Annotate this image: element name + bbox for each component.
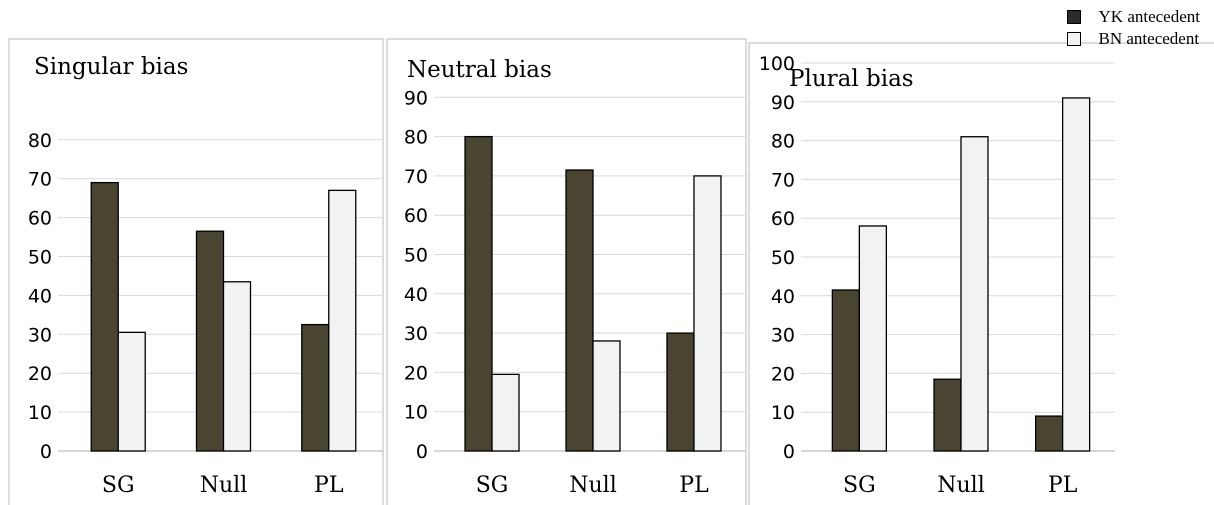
legend: YK antecedent BN antecedent — [1066, 6, 1200, 50]
panel-3-frame — [748, 42, 1214, 505]
panel-2-bar-bn-null — [592, 340, 621, 452]
panel-2-ytick-label: 0 — [416, 441, 428, 463]
panel-3-ytick-label: 0 — [783, 441, 795, 463]
panel-2-ytick-label: 50 — [404, 245, 428, 267]
panel-3-bar-bn-null — [960, 136, 989, 452]
panel-2-ytick-label: 30 — [404, 323, 428, 345]
panel-1-bar-bn-null — [222, 281, 252, 452]
panel-3-title: Plural bias — [789, 66, 914, 92]
panel-3-ytick-label: 100 — [759, 53, 795, 75]
panel-3-ytick-label: 50 — [771, 247, 795, 269]
panel-1-title: Singular bias — [34, 54, 188, 80]
panel-1-ytick-label: 40 — [28, 285, 52, 307]
panel-1-ytick-label: 0 — [40, 441, 52, 463]
legend-item-bn: BN antecedent — [1066, 28, 1200, 50]
panel-3-ytick-label: 70 — [771, 169, 795, 191]
panel-2-ytick-label: 90 — [404, 87, 428, 109]
legend-label-yk: YK antecedent — [1098, 7, 1200, 26]
panel-3-xtick-label: Null — [937, 473, 985, 498]
legend-swatch-yk — [1066, 10, 1081, 24]
panel-2-ytick-label: 60 — [404, 205, 428, 227]
panel-1-bar-yk-null — [195, 230, 225, 452]
panel-1-ytick-label: 30 — [28, 324, 52, 346]
panel-1-bar-yk-pl — [301, 323, 330, 452]
panel-2-ytick-label: 40 — [404, 284, 428, 306]
legend-swatch-bn — [1066, 32, 1081, 46]
panel-2-ytick-label: 70 — [404, 166, 428, 188]
panel-1-ytick-label: 10 — [28, 402, 52, 424]
panel-1-bar-bn-pl — [328, 189, 357, 452]
panel-2-bar-yk-null — [565, 169, 594, 452]
panel-3-xtick-label: PL — [1048, 473, 1078, 498]
panel-2-bar-bn-pl — [693, 175, 722, 452]
panel-1-xtick-label: SG — [102, 473, 135, 498]
panel-2-ytick-label: 20 — [404, 362, 428, 384]
panel-3-ytick-label: 80 — [771, 131, 795, 153]
panel-2-ytick-label: 80 — [404, 127, 428, 149]
panel-1-ytick-label: 70 — [28, 169, 52, 191]
panel-2-xtick-label: PL — [679, 473, 709, 498]
panel-2-ytick-label: 10 — [404, 402, 428, 424]
panel-2-xtick-label: Null — [569, 473, 617, 498]
panel-1-ytick-label: 50 — [28, 247, 52, 269]
panel-2-title: Neutral bias — [407, 57, 552, 83]
panel-3-ytick-label: 20 — [771, 363, 795, 385]
panel-1-xtick-label: Null — [200, 473, 248, 498]
panel-3-xtick-label: SG — [843, 473, 876, 498]
panel-2-bar-bn-sg — [491, 373, 520, 452]
panel-1-xtick-label: PL — [314, 473, 344, 498]
panel-1-ytick-label: 60 — [28, 208, 52, 230]
panel-3-ytick-label: 90 — [771, 92, 795, 114]
panel-3-ytick-label: 10 — [771, 402, 795, 424]
legend-label-bn: BN antecedent — [1098, 29, 1200, 48]
panel-3-bar-yk-pl — [1034, 415, 1064, 452]
panel-1-ytick-label: 20 — [28, 363, 52, 385]
panel-2-bar-yk-sg — [464, 135, 493, 452]
panel-2-xtick-label: SG — [476, 473, 509, 498]
legend-item-yk: YK antecedent — [1066, 6, 1200, 28]
panel-3-bar-bn-sg — [858, 225, 888, 452]
panel-1-frame — [8, 38, 384, 505]
panel-1-bar-yk-sg — [90, 181, 119, 452]
panel-3-ytick-label: 30 — [771, 325, 795, 347]
panel-2-frame — [386, 38, 747, 505]
panel-1-ytick-label: 80 — [28, 130, 52, 152]
panel-3-ytick-label: 60 — [771, 208, 795, 230]
panel-3-bar-bn-pl — [1061, 97, 1091, 452]
panel-3-bar-yk-sg — [831, 289, 861, 452]
panel-3-ytick-label: 40 — [771, 286, 795, 308]
panel-2-bar-yk-pl — [666, 332, 695, 452]
panel-3-bar-yk-null — [933, 378, 962, 452]
panel-1-bar-bn-sg — [117, 331, 146, 452]
